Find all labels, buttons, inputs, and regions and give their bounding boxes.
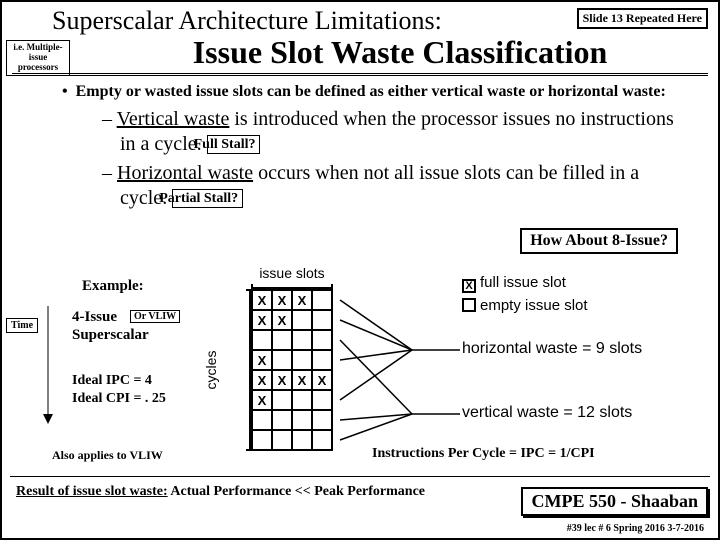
time-label: Time bbox=[6, 318, 38, 333]
svg-text:X: X bbox=[258, 313, 267, 328]
divider bbox=[12, 73, 708, 74]
svg-text:X: X bbox=[318, 373, 327, 388]
also-vliw-note: Also applies to VLIW bbox=[52, 448, 163, 463]
divider bbox=[10, 476, 710, 477]
svg-text:X: X bbox=[258, 373, 267, 388]
svg-text:cycles: cycles bbox=[203, 351, 219, 390]
divider bbox=[12, 75, 708, 76]
issue-slot-diagram: issue slotscyclesXXXXXXXXXXX bbox=[202, 266, 462, 471]
bullet-main-text: Empty or wasted issue slots can be defin… bbox=[76, 83, 666, 100]
svg-text:X: X bbox=[298, 373, 307, 388]
footer-text: #39 lec # 6 Spring 2016 3-7-2016 bbox=[567, 523, 704, 534]
svg-text:X: X bbox=[298, 293, 307, 308]
ideal-labels: Ideal IPC = 4 Ideal CPI = . 25 bbox=[72, 372, 166, 408]
legend: Xfull issue slot empty issue slot bbox=[462, 274, 588, 318]
ipc-note: Instructions Per Cycle = IPC = 1/CPI bbox=[372, 446, 595, 462]
legend-full-icon: X bbox=[462, 279, 476, 293]
svg-text:X: X bbox=[258, 393, 267, 408]
example-label: Example: bbox=[82, 278, 144, 295]
svg-text:issue slots: issue slots bbox=[259, 266, 324, 281]
svg-text:X: X bbox=[278, 373, 287, 388]
time-arrow-icon bbox=[40, 306, 56, 426]
title-line2: Issue Slot Waste Classification bbox=[92, 34, 708, 71]
full-stall-box: Full Stall? bbox=[207, 135, 261, 155]
vwaste-label: vertical waste = 12 slots bbox=[462, 404, 632, 422]
how-about-8-box: How About 8-Issue? bbox=[520, 228, 678, 254]
svg-text:X: X bbox=[258, 353, 267, 368]
course-box: CMPE 550 - Shaaban bbox=[521, 487, 708, 516]
slide: Slide 13 Repeated Here Superscalar Archi… bbox=[0, 0, 720, 540]
legend-empty-text: empty issue slot bbox=[480, 297, 588, 314]
bullet-main: • Empty or wasted issue slots can be def… bbox=[62, 82, 688, 103]
legend-full-text: full issue slot bbox=[480, 274, 566, 291]
partial-stall-box: Partial Stall? bbox=[172, 189, 243, 209]
or-vliw-box: Or VLIW bbox=[130, 310, 180, 323]
hwaste-label: horizontal waste = 9 slots bbox=[462, 340, 642, 358]
side-note-processors: i.e. Multiple-issue processors bbox=[6, 40, 70, 76]
svg-text:X: X bbox=[258, 293, 267, 308]
svg-text:X: X bbox=[278, 313, 287, 328]
svg-text:X: X bbox=[278, 293, 287, 308]
result-line: Result of issue slot waste: Actual Perfo… bbox=[16, 484, 425, 500]
sub-vertical: – Vertical waste is introduced when the … bbox=[102, 107, 688, 157]
legend-empty-icon bbox=[462, 298, 476, 312]
repeat-note: Slide 13 Repeated Here bbox=[577, 8, 708, 29]
sub-horizontal: – Horizontal waste occurs when not all i… bbox=[102, 161, 688, 211]
